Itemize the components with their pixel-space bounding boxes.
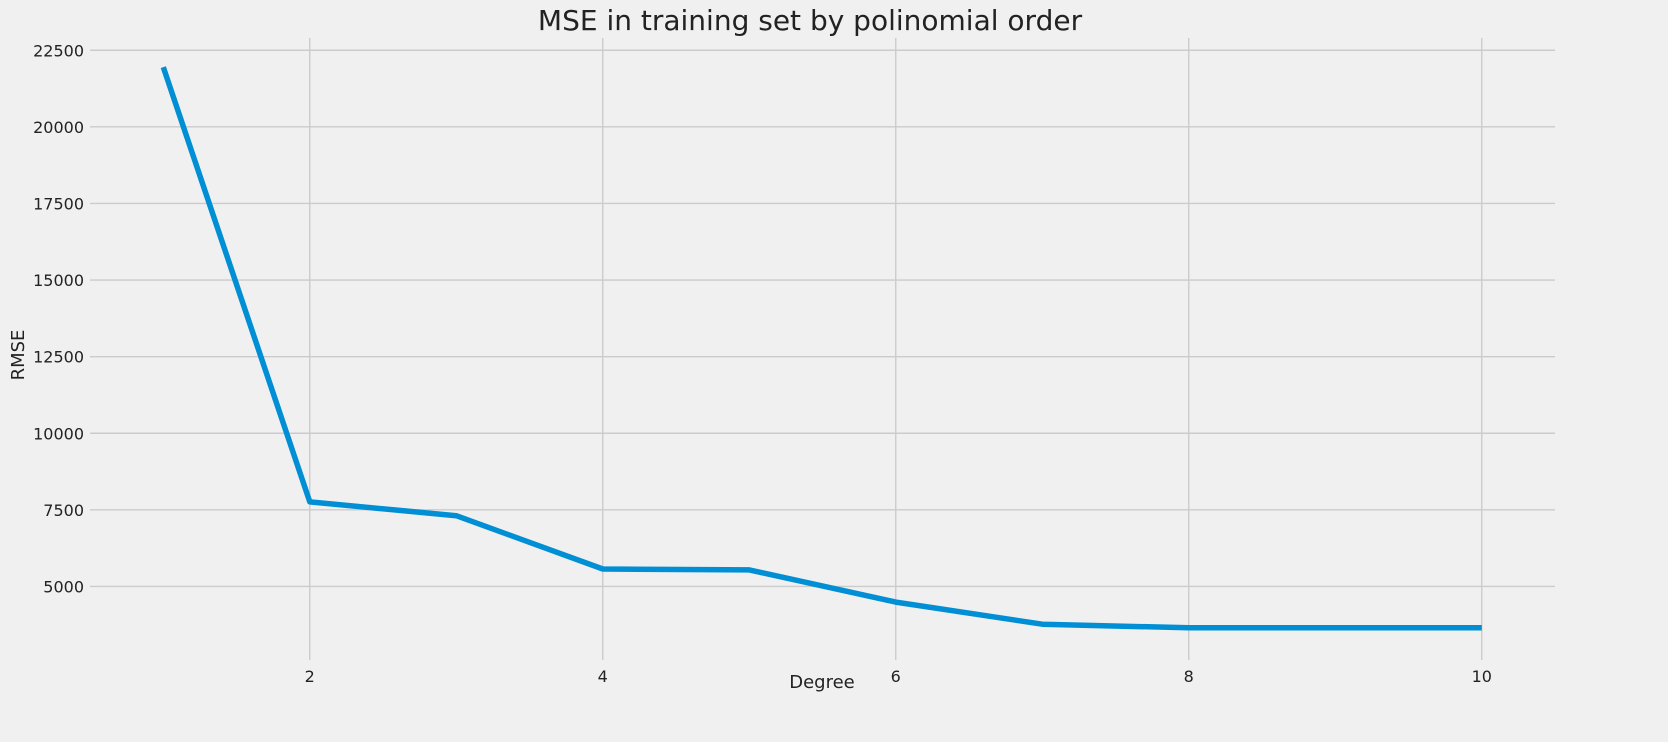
x-axis-label: Degree bbox=[789, 672, 855, 693]
series-layer bbox=[160, 66, 1482, 631]
x-tick-label: 2 bbox=[305, 667, 315, 686]
x-tick-labels: 2 4 6 8 10 bbox=[305, 667, 1492, 686]
y-tick-label: 5000 bbox=[43, 577, 84, 596]
chart-title: MSE in training set by polinomial order bbox=[538, 4, 1083, 37]
y-tick-label: 10000 bbox=[33, 424, 84, 443]
y-tick-label: 22500 bbox=[33, 41, 84, 60]
x-tick-label: 4 bbox=[598, 667, 608, 686]
y-tick-labels: 5000 7500 10000 12500 15000 17500 20000 22500 bbox=[33, 41, 84, 596]
grid-lines bbox=[90, 38, 1555, 660]
series-line bbox=[160, 66, 1482, 631]
y-axis-label: RMSE bbox=[8, 330, 29, 381]
y-tick-label: 20000 bbox=[33, 118, 84, 137]
y-tick-label: 17500 bbox=[33, 194, 84, 213]
x-tick-label: 10 bbox=[1472, 667, 1492, 686]
y-tick-label: 7500 bbox=[43, 501, 84, 520]
y-tick-label: 15000 bbox=[33, 271, 84, 290]
x-tick-label: 8 bbox=[1184, 667, 1194, 686]
y-tick-label: 12500 bbox=[33, 348, 84, 367]
x-tick-label: 6 bbox=[891, 667, 901, 686]
